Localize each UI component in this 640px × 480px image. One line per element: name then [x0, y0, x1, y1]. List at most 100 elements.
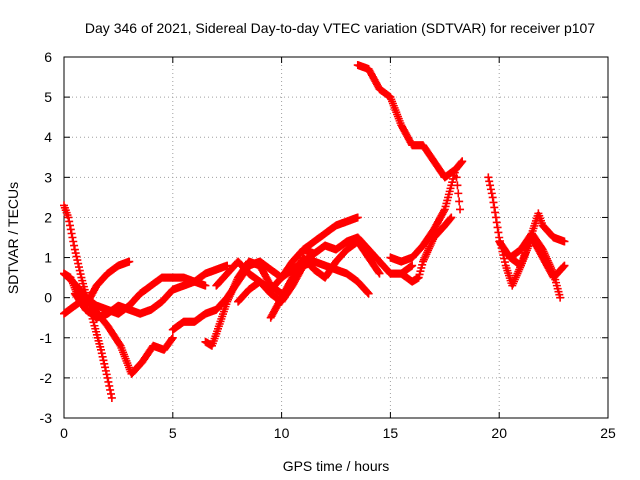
data-point	[493, 223, 502, 232]
data-point	[65, 217, 74, 226]
data-point	[232, 277, 241, 286]
data-point	[224, 295, 233, 304]
data-point	[362, 287, 371, 296]
grid	[64, 57, 608, 418]
data-point	[223, 261, 232, 270]
data-point	[364, 289, 373, 298]
y-tick-label: 2	[44, 209, 52, 225]
data-point	[488, 193, 497, 202]
data-point	[375, 269, 384, 278]
data-point	[421, 252, 430, 261]
data-point	[428, 237, 437, 246]
data-point	[487, 189, 496, 198]
x-tick-label: 5	[169, 425, 177, 441]
data-point	[103, 373, 112, 382]
series-track-14	[397, 213, 456, 286]
data-point	[456, 205, 465, 214]
data-point	[486, 181, 495, 190]
y-tick-label: -1	[40, 330, 53, 346]
data-point	[107, 389, 116, 398]
data-point	[104, 377, 113, 386]
data-point	[64, 213, 73, 222]
data-point	[102, 370, 111, 379]
data-point	[454, 189, 463, 198]
data-point	[427, 239, 436, 248]
data-point	[491, 208, 500, 217]
data-point	[107, 393, 116, 402]
data-point	[527, 230, 536, 239]
y-tick-label: -2	[40, 370, 53, 386]
data-point	[101, 363, 110, 372]
data-point	[99, 356, 108, 365]
series-track-13	[386, 165, 465, 266]
data-point	[167, 334, 176, 343]
data-point	[422, 250, 431, 259]
y-tick-label: 0	[44, 290, 52, 306]
data-point	[453, 181, 462, 190]
y-tick-label: -3	[40, 410, 53, 426]
data-point	[424, 246, 433, 255]
axis-ticks: 0 5 10 15 20 25 -3 -2 -1 0 1 2 3 4 5 6	[40, 49, 616, 441]
x-tick-label: 15	[383, 425, 399, 441]
data-point	[363, 288, 372, 297]
data-point	[201, 281, 210, 290]
data-point	[556, 293, 565, 302]
data-point	[457, 158, 466, 167]
data-point	[353, 213, 362, 222]
data-point	[74, 263, 83, 272]
data-point	[425, 242, 434, 251]
data-point	[72, 252, 81, 261]
data-point	[97, 349, 106, 358]
data-point	[446, 214, 455, 223]
data-point	[455, 197, 464, 206]
data-point	[231, 279, 240, 288]
data-point	[447, 213, 456, 222]
data-point	[76, 270, 85, 279]
data-point	[227, 288, 236, 297]
data-point	[228, 286, 237, 295]
data-point	[65, 221, 74, 230]
x-tick-label: 20	[491, 425, 507, 441]
chart-title: Day 346 of 2021, Sidereal Day-to-day VTE…	[85, 20, 595, 36]
y-axis-label: SDTVAR / TECUs	[5, 182, 21, 294]
x-tick-label: 10	[274, 425, 290, 441]
data-point	[73, 256, 82, 265]
data-point	[484, 173, 493, 182]
data-point	[439, 206, 448, 215]
data-point	[98, 352, 107, 361]
data-point	[168, 333, 177, 342]
data-point	[106, 385, 115, 394]
data-point	[224, 293, 233, 302]
data-point	[223, 297, 232, 306]
data-point	[229, 282, 238, 291]
data-point	[226, 290, 235, 299]
data-point	[458, 157, 467, 166]
data-point	[101, 366, 110, 375]
data-point	[408, 261, 417, 270]
data-point	[75, 266, 84, 275]
series-track-12	[353, 61, 467, 182]
data-point	[125, 257, 134, 266]
y-tick-label: 5	[44, 89, 52, 105]
data-point	[451, 165, 460, 174]
data-point	[229, 284, 238, 293]
x-tick-label: 0	[60, 425, 68, 441]
y-tick-label: 4	[44, 129, 52, 145]
data-point	[96, 345, 105, 354]
y-tick-label: 3	[44, 169, 52, 185]
data-point	[100, 359, 109, 368]
data-point	[486, 185, 495, 194]
data-point	[424, 244, 433, 253]
data-point	[71, 249, 80, 258]
series-track-17	[506, 209, 569, 262]
data-point	[492, 218, 501, 227]
data-point	[489, 198, 498, 207]
data-point	[559, 262, 568, 271]
x-tick-label: 25	[600, 425, 616, 441]
data-point	[74, 259, 83, 268]
y-tick-label: 6	[44, 49, 52, 65]
data-point	[115, 340, 124, 349]
data-point	[485, 177, 494, 186]
data-point	[426, 240, 435, 249]
